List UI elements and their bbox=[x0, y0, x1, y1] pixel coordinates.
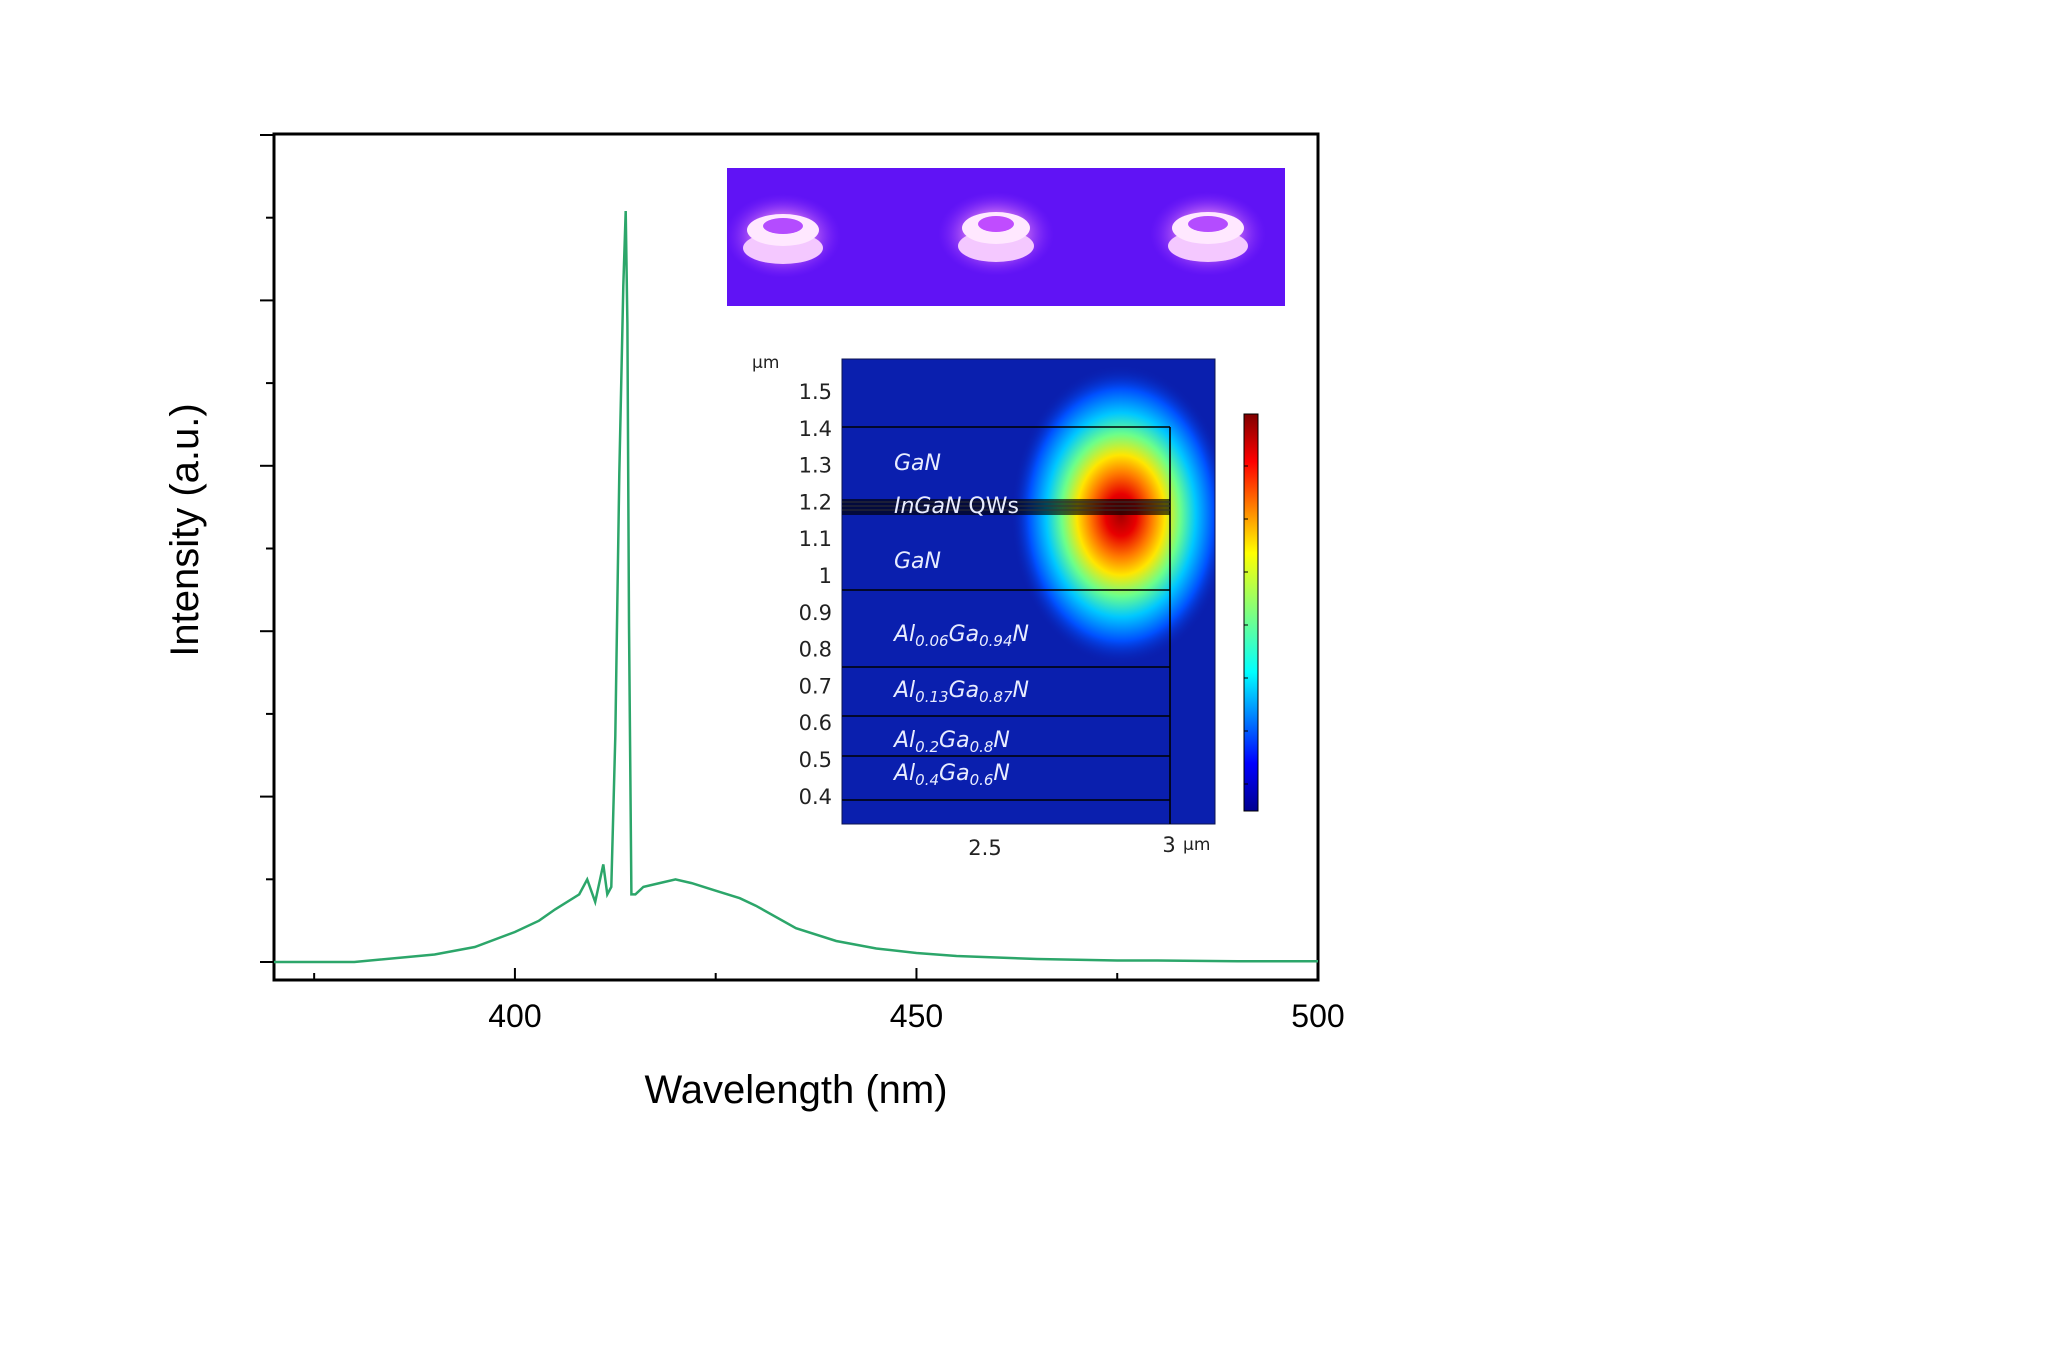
quantum-wells bbox=[842, 499, 1170, 515]
heatmap-frame bbox=[841, 358, 1216, 825]
layer-label-al02: Al0.2Ga0.8N bbox=[892, 728, 1010, 756]
inset-y-tick-label: 1 bbox=[819, 564, 832, 588]
device-2 bbox=[938, 192, 1054, 276]
inset-x-tick-2-5: 2.5 bbox=[968, 836, 1001, 860]
layer-label-al04: Al0.4Ga0.6N bbox=[892, 761, 1010, 789]
inset-y-ticks: 1.5 1.4 1.3 1.2 1.1 1 0.9 0.8 0.7 0.6 0.5 0.4 bbox=[799, 380, 832, 809]
x-tick-label: 400 bbox=[488, 998, 541, 1034]
inset-y-tick-label: 0.5 bbox=[799, 748, 832, 772]
device-1 bbox=[725, 194, 841, 278]
layer-label-gan-top: GaN bbox=[894, 451, 941, 476]
inset-y-tick-label: 0.8 bbox=[799, 638, 832, 662]
x-ticks: 400 450 500 bbox=[313, 968, 1345, 1034]
y-ticks bbox=[260, 134, 274, 963]
x-tick-label: 500 bbox=[1291, 998, 1344, 1034]
layer-boundaries bbox=[842, 426, 1171, 824]
inset-y-tick-label: 1.3 bbox=[799, 454, 832, 478]
inset-x-tick-3: 3 bbox=[1162, 833, 1175, 857]
inset-y-tick-label: 1.4 bbox=[799, 417, 832, 441]
inset-y-tick-label: 0.4 bbox=[799, 785, 832, 809]
x-tick-label: 450 bbox=[890, 998, 943, 1034]
layer-label-al013: Al0.13Ga0.87N bbox=[892, 678, 1029, 706]
y-axis-label: Intensity (a.u.) bbox=[163, 403, 207, 656]
inset-y-unit: µm bbox=[752, 353, 779, 373]
device-3 bbox=[1150, 192, 1266, 276]
x-axis-label: Wavelength (nm) bbox=[644, 1068, 947, 1112]
inset-y-tick-label: 0.9 bbox=[799, 601, 832, 625]
inset-y-tick-label: 1.1 bbox=[799, 527, 832, 551]
mode-profile-inset: GaN InGaN QWs GaN Al0.06Ga0.94N Al0.13Ga… bbox=[752, 353, 1262, 865]
colorbar-ticks bbox=[1244, 465, 1248, 785]
photo-inset bbox=[725, 168, 1285, 306]
inset-x-unit: µm bbox=[1183, 835, 1210, 855]
spectrum-line bbox=[274, 210, 1318, 964]
layer-label-al006: Al0.06Ga0.94N bbox=[892, 622, 1029, 650]
inset-y-tick-label: 1.5 bbox=[799, 380, 832, 404]
inset-y-tick-label: 0.7 bbox=[799, 674, 832, 698]
layer-label-gan-bottom: GaN bbox=[894, 549, 941, 574]
inset-y-tick-label: 0.6 bbox=[799, 711, 832, 735]
colorbar bbox=[1243, 413, 1259, 812]
layer-label-ingan-qws: InGaN QWs bbox=[894, 494, 1019, 519]
inset-y-tick-label: 1.2 bbox=[799, 490, 832, 514]
